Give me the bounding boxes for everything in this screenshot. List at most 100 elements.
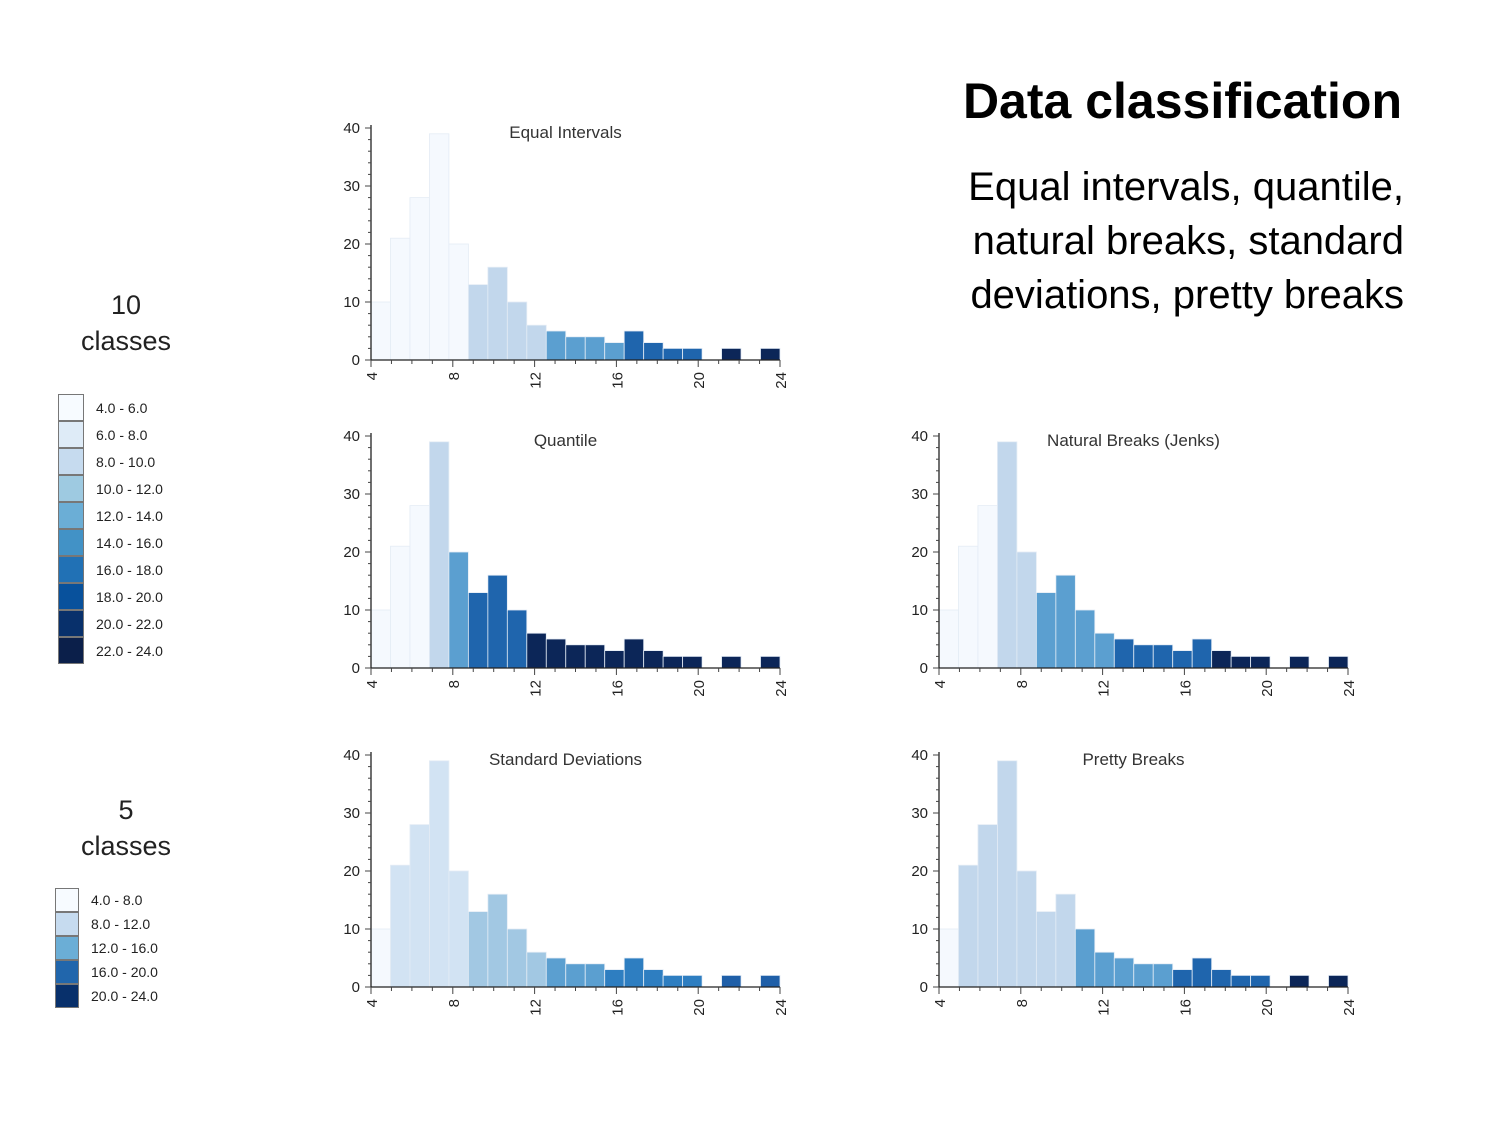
histogram-bar — [448, 551, 469, 669]
legend-item: 8.0 - 12.0 — [55, 912, 158, 936]
histogram-bar — [584, 644, 606, 669]
histogram-bar — [506, 301, 528, 361]
histogram-bar — [1113, 638, 1135, 669]
x-tick-label: 20 — [1259, 680, 1276, 697]
histogram-bar — [1211, 969, 1232, 988]
legend-swatch — [58, 475, 84, 502]
histogram-bar — [506, 609, 528, 669]
histogram-bar — [760, 655, 781, 669]
histogram-bar — [1172, 969, 1193, 988]
histogram-bar — [1328, 974, 1349, 988]
histogram-bar — [662, 347, 684, 361]
histogram-bar — [1152, 963, 1174, 988]
ten-classes-label: 10 classes — [46, 287, 206, 359]
histogram-bar — [1250, 974, 1271, 988]
x-tick-label: 12 — [528, 999, 545, 1016]
histogram-bar — [977, 505, 998, 669]
histogram-quantile: 0 10 20 30 40 4 8 12 16 20 24 Quantile — [343, 428, 790, 697]
histogram-bar — [604, 969, 625, 988]
legend-item: 4.0 - 8.0 — [55, 888, 158, 912]
legend-label: 16.0 - 20.0 — [91, 964, 158, 980]
histogram-bar — [682, 974, 703, 988]
legend-swatch — [58, 556, 84, 583]
histogram-bar — [1016, 870, 1037, 988]
x-tick-label: 8 — [446, 372, 463, 380]
legend-label: 18.0 - 20.0 — [96, 588, 163, 605]
histogram-bar — [467, 284, 489, 361]
histogram-bar — [958, 545, 979, 669]
y-tick-label: 30 — [343, 178, 360, 195]
histogram-bar — [760, 347, 781, 361]
legend-label: 8.0 - 12.0 — [91, 916, 151, 932]
x-tick-label: 4 — [364, 372, 381, 380]
x-tick-label: 24 — [773, 680, 790, 697]
y-tick-label: 0 — [352, 979, 360, 996]
x-tick-label: 16 — [609, 999, 626, 1016]
legend-label: 12.0 - 14.0 — [96, 507, 163, 524]
legend-swatch — [55, 960, 79, 984]
histogram-bar — [1289, 974, 1310, 988]
histogram-bar — [721, 347, 742, 361]
y-tick-label: 0 — [920, 660, 928, 677]
legend-item: 16.0 - 18.0 — [58, 556, 163, 583]
histogram-bar — [682, 655, 703, 669]
legend-swatch — [58, 610, 84, 637]
histogram-title: Standard Deviations — [489, 750, 642, 769]
legend-label: 12.0 - 16.0 — [91, 940, 158, 956]
histogram-bar — [565, 644, 586, 669]
histogram-bar — [643, 650, 664, 669]
legend-item: 14.0 - 16.0 — [58, 529, 163, 556]
x-tick-label: 16 — [1177, 680, 1194, 697]
x-tick-label: 24 — [1341, 999, 1358, 1016]
x-tick-label: 24 — [773, 999, 790, 1016]
legend-swatch — [58, 421, 84, 448]
legend-item: 6.0 - 8.0 — [58, 421, 163, 448]
histogram-bar — [623, 957, 645, 988]
x-tick-label: 12 — [1096, 999, 1113, 1016]
legend-item: 20.0 - 24.0 — [55, 984, 158, 1008]
histogram-bar — [370, 609, 391, 669]
legend-label: 14.0 - 16.0 — [96, 534, 163, 551]
legend-swatch — [55, 912, 79, 936]
histogram-bar — [429, 760, 450, 988]
legend-label: 8.0 - 10.0 — [96, 453, 156, 470]
legend-label: 16.0 - 18.0 — [96, 561, 163, 578]
legend-swatch — [55, 888, 79, 912]
histogram-standard-deviations: 0 10 20 30 40 4 8 12 16 20 24 Standard Deviations — [343, 747, 790, 1016]
histogram-bar — [1211, 650, 1232, 669]
histogram-bar — [487, 266, 508, 361]
histogram-bar — [1035, 911, 1057, 988]
y-tick-label: 10 — [343, 294, 360, 311]
histogram-bar — [721, 655, 742, 669]
five-classes-word: classes — [80, 831, 172, 861]
histogram-equal-intervals: 0 10 20 30 40 4 8 12 16 20 24 Equal Intervals — [343, 120, 790, 389]
y-tick-label: 30 — [911, 486, 928, 503]
y-tick-label: 30 — [343, 805, 360, 822]
x-tick-label: 12 — [1096, 680, 1113, 697]
histogram-bar — [662, 974, 684, 988]
histogram-bar — [643, 342, 664, 361]
x-tick-label: 16 — [609, 372, 626, 389]
histogram-bar — [1094, 951, 1115, 988]
legend-swatch — [58, 529, 84, 556]
y-tick-label: 10 — [343, 602, 360, 619]
x-tick-label: 12 — [528, 680, 545, 697]
histogram-bar — [448, 243, 469, 361]
y-tick-label: 10 — [911, 921, 928, 938]
legend-item: 22.0 - 24.0 — [58, 637, 163, 664]
x-tick-label: 4 — [364, 680, 381, 688]
histogram-bar — [448, 870, 469, 988]
histogram-bar — [643, 969, 664, 988]
histogram-bar — [1133, 963, 1154, 988]
histogram-bar — [1055, 574, 1076, 669]
legend-item: 20.0 - 22.0 — [58, 610, 163, 637]
histogram-bar — [584, 963, 606, 988]
y-tick-label: 20 — [343, 544, 360, 561]
histogram-bar — [370, 928, 391, 988]
histogram-bar — [1074, 609, 1096, 669]
histogram-bar — [977, 824, 998, 988]
legend-swatch — [58, 583, 84, 610]
histogram-bar — [1230, 974, 1252, 988]
y-tick-label: 40 — [911, 747, 928, 764]
five-classes-label: 5 classes — [46, 792, 206, 864]
